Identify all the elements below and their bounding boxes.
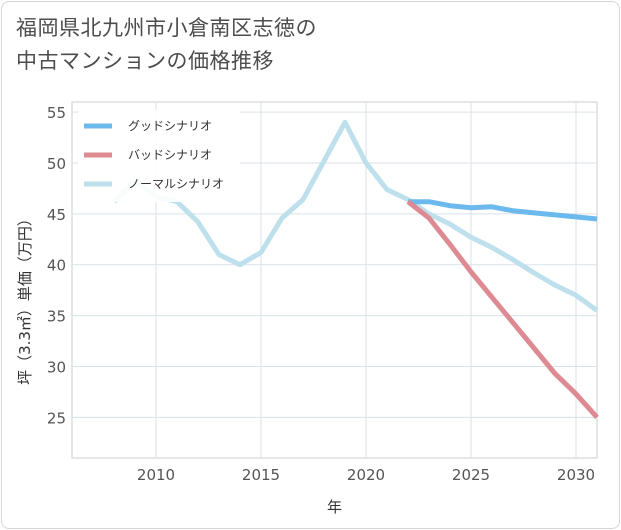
legend-label: ノーマルシナリオ [128,177,224,191]
page-title: 福岡県北九州市小倉南区志徳の 中古マンションの価格推移 [16,12,536,78]
axes: 25 30 35 40 45 50 55 2010 2015 2020 2025 2030 [47,104,595,484]
series-line [406,199,599,419]
grid [71,101,598,459]
x-tick-label: 2020 [347,466,385,484]
x-tick-label: 2015 [242,466,280,484]
plot-area-border [71,101,598,459]
series-lines [112,119,599,419]
series-line [408,199,598,222]
x-tick-label: 2025 [452,466,490,484]
series-line [112,119,599,313]
y-tick-label: 30 [47,358,66,376]
x-tick-label: 2030 [557,466,595,484]
y-tick-label: 50 [47,155,66,173]
x-tick-label: 2010 [137,466,175,484]
title-line-2: 中古マンションの価格推移 [16,49,274,73]
legend-label: グッドシナリオ [128,119,212,133]
y-tick-label: 35 [47,308,66,326]
y-axis-title: 坪（3.3㎡）単価（万円） [16,211,34,385]
y-tick-label: 55 [47,104,66,122]
y-tick-label: 40 [47,257,66,275]
x-axis-title: 年 [327,498,342,516]
y-tick-label: 45 [47,206,66,224]
y-tick-label: 25 [47,409,66,427]
legend-label: バッドシナリオ [128,148,212,162]
title-line-1: 福岡県北九州市小倉南区志徳の [16,16,317,40]
